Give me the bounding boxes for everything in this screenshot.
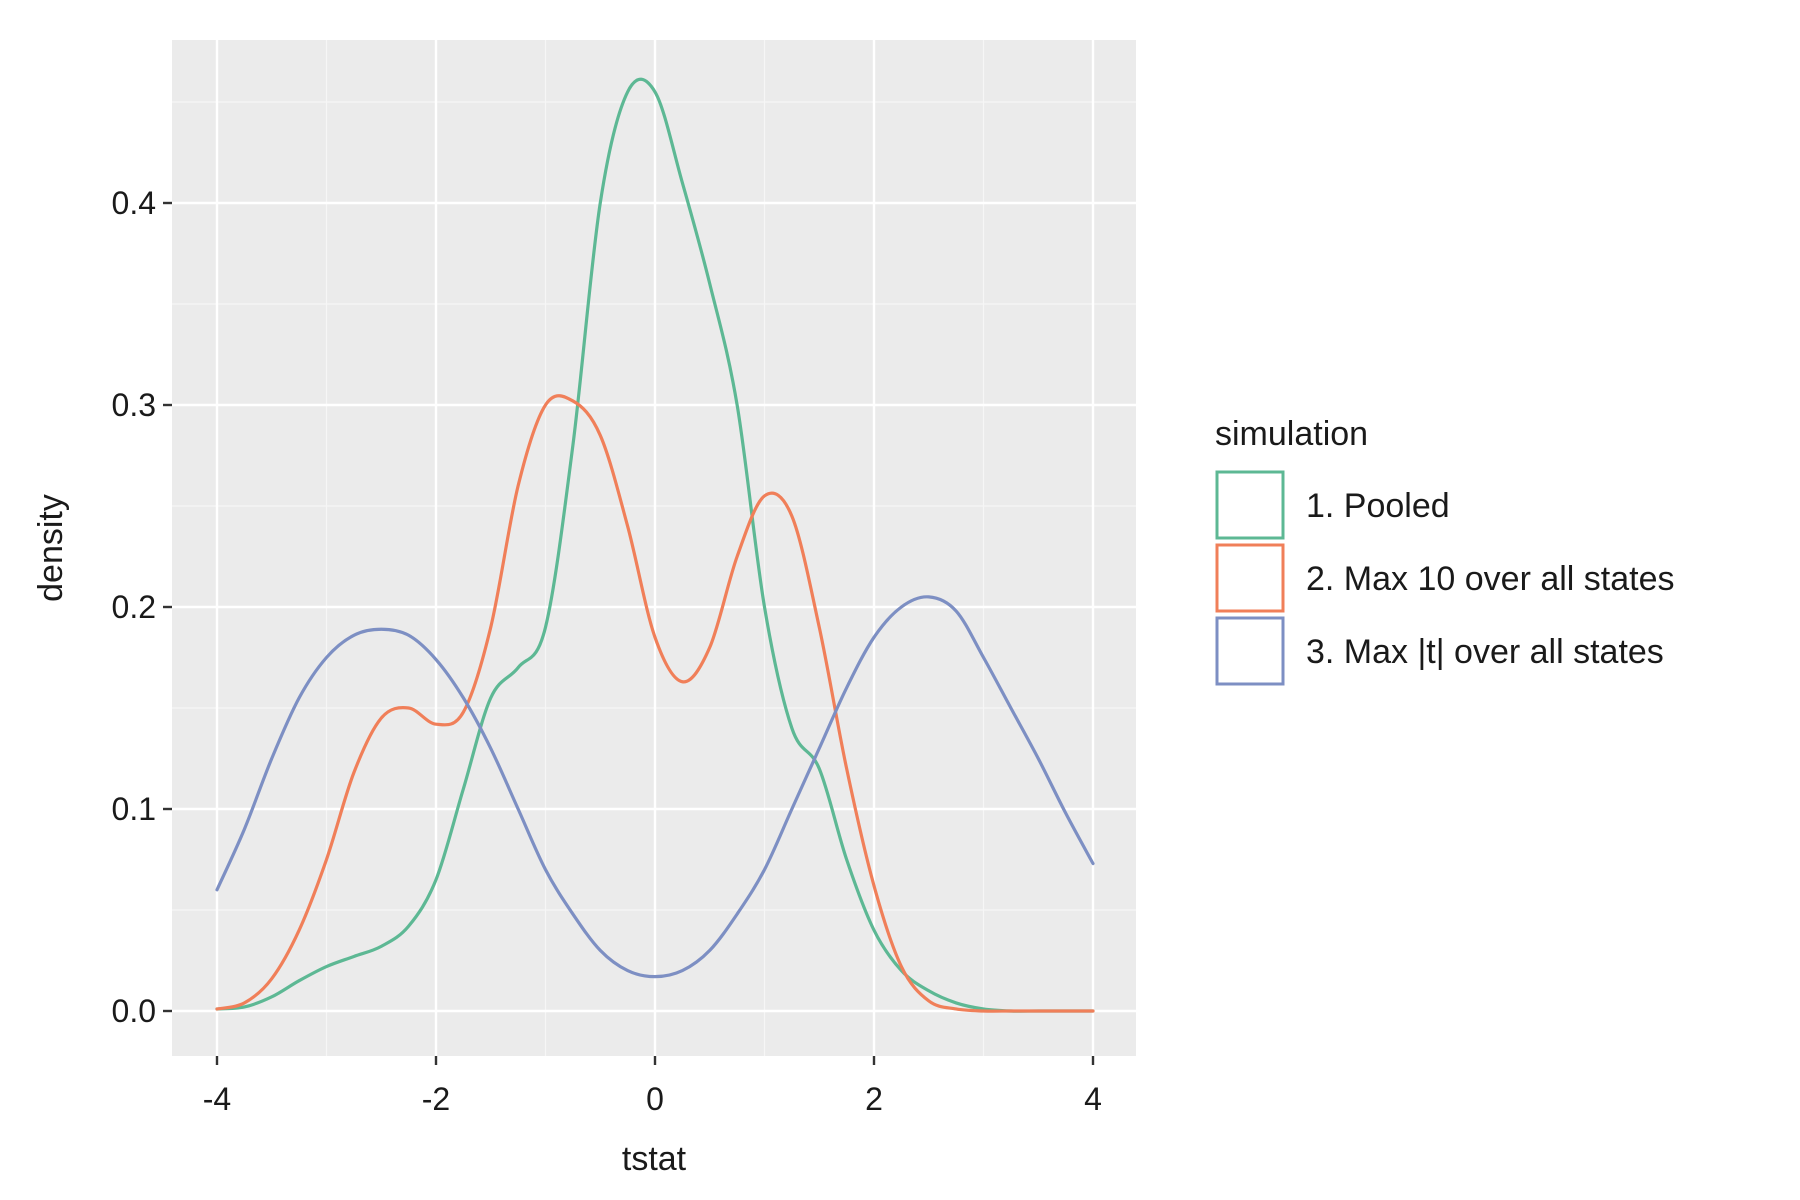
x-tick-label: -2 — [422, 1081, 450, 1117]
legend-label-1: 1. Pooled — [1306, 487, 1450, 525]
x-tick-label: 0 — [646, 1081, 664, 1117]
series-line-2 — [215, 394, 1095, 1013]
x-tick-label: 2 — [865, 1081, 883, 1117]
x-tick-label: 4 — [1084, 1081, 1102, 1117]
legend-label-2: 2. Max 10 over all states — [1306, 560, 1675, 598]
y-axis-title: density — [32, 494, 70, 602]
y-tick-label: 0.1 — [112, 791, 156, 827]
legend-items: 1. Pooled 2. Max 10 over all states 3. Max… — [1215, 470, 1675, 686]
legend-key-1 — [1215, 470, 1285, 540]
y-tick-label: 0.2 — [112, 589, 156, 625]
y-axis: 0.0 0.1 0.2 0.3 0.4 — [112, 185, 172, 1029]
series-line-3 — [215, 595, 1095, 979]
legend-title: simulation — [1215, 415, 1368, 453]
series-line-1 — [215, 77, 1095, 1013]
y-tick-label: 0.0 — [112, 993, 156, 1029]
series-layer — [215, 77, 1095, 1013]
x-tick-label: -4 — [203, 1081, 231, 1117]
legend-label-3: 3. Max |t| over all states — [1306, 633, 1664, 671]
y-tick-label: 0.4 — [112, 185, 156, 221]
x-axis-title: tstat — [622, 1140, 687, 1178]
x-axis: -4 -2 0 2 4 — [203, 1056, 1102, 1117]
legend-key-3 — [1215, 616, 1285, 686]
legend: simulation 1. Pooled 2. Max 10 over all s… — [1215, 415, 1675, 686]
y-tick-label: 0.3 — [112, 387, 156, 423]
legend-key-2 — [1215, 543, 1285, 613]
